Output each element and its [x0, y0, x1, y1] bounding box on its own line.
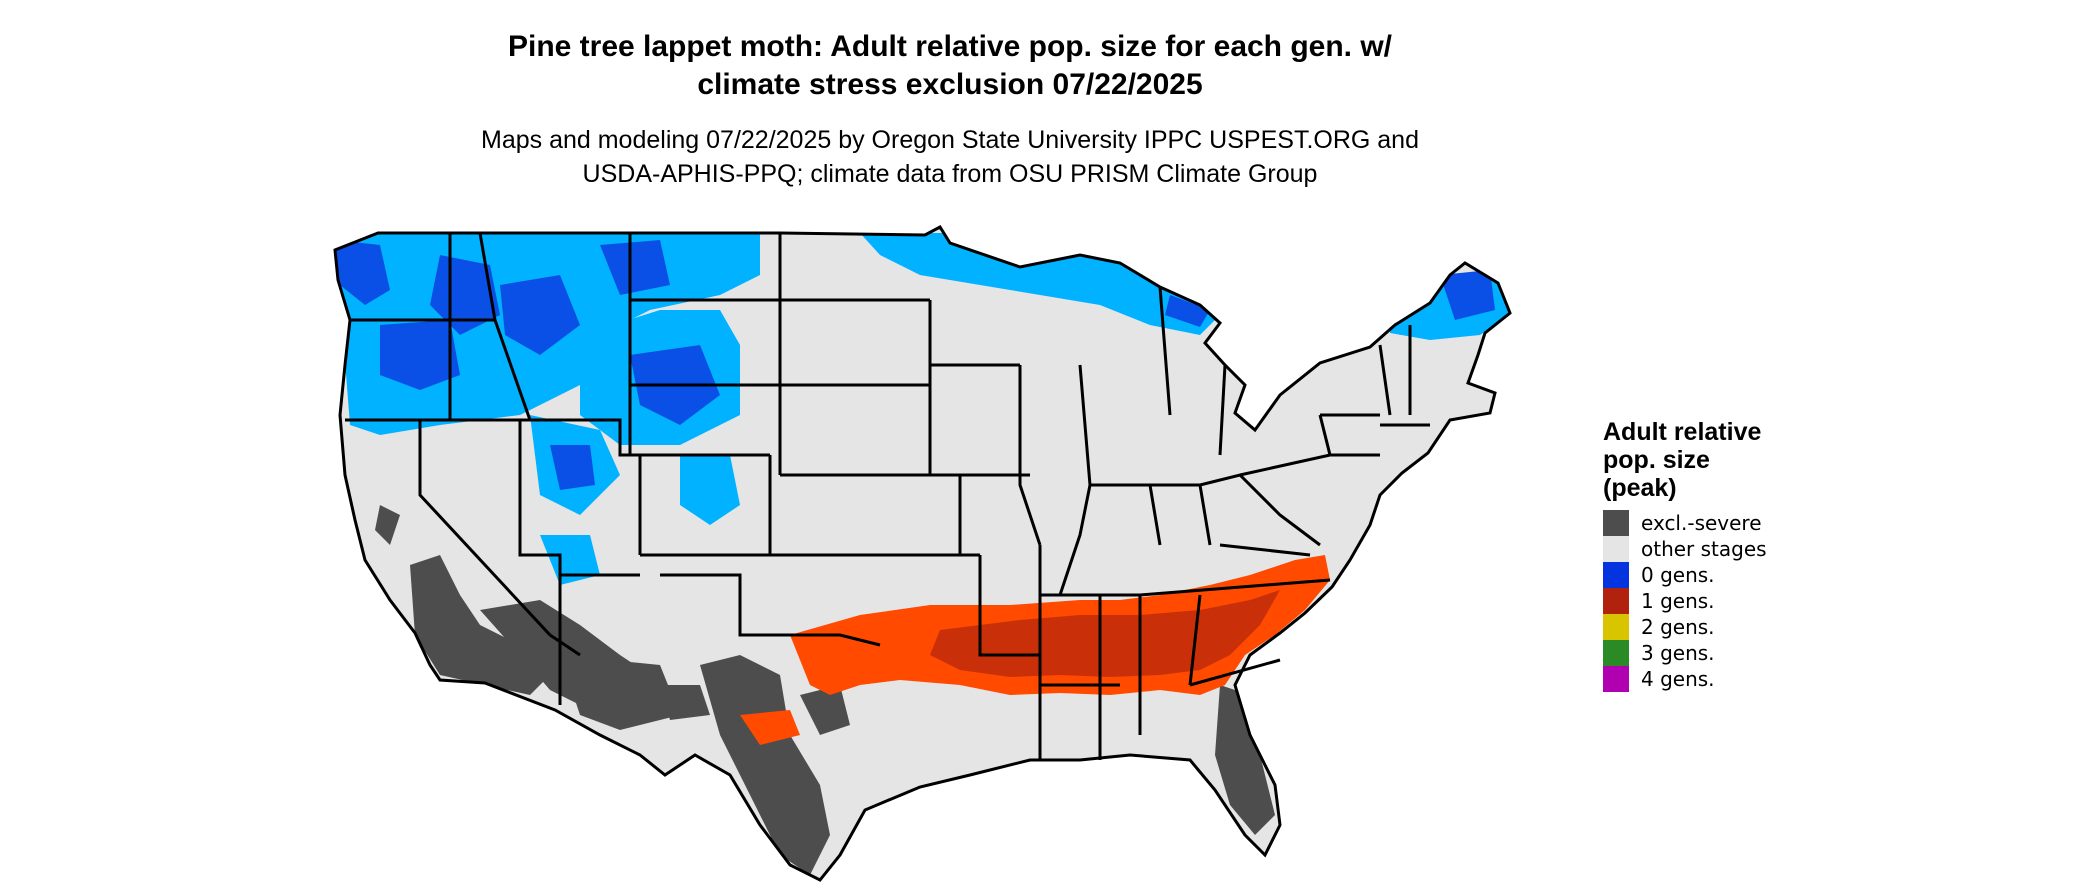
legend-title-line-2: pop. size [1603, 446, 1710, 474]
legend-swatch [1603, 562, 1629, 588]
legend-label: 2 gens. [1641, 615, 1715, 639]
legend-label: 1 gens. [1641, 589, 1715, 613]
legend-label: 0 gens. [1641, 563, 1715, 587]
legend-label: other stages [1641, 537, 1767, 561]
legend-item: 2 gens. [1603, 614, 1803, 640]
legend-item: 3 gens. [1603, 640, 1803, 666]
legend-swatch [1603, 536, 1629, 562]
state-borders [333, 225, 1512, 882]
zone-zero-gens-dark [335, 240, 1495, 490]
legend-label: 3 gens. [1641, 641, 1715, 665]
legend-item: 4 gens. [1603, 666, 1803, 692]
zone-excl-severe [375, 505, 1275, 875]
legend-title-line-1: Adult relative [1603, 418, 1762, 446]
legend-label: excl.-severe [1641, 511, 1762, 535]
legend-title-line-3: (peak) [1603, 474, 1677, 502]
legend-swatch [1603, 614, 1629, 640]
map-legend: Adult relative pop. size (peak) excl.-se… [1603, 418, 1803, 692]
map-title-line-2: climate stress exclusion 07/22/2025 [697, 68, 1203, 101]
legend-item: excl.-severe [1603, 510, 1803, 536]
legend-item: other stages [1603, 536, 1803, 562]
legend-swatch [1603, 666, 1629, 692]
map-subtitle-line-1: Maps and modeling 07/22/2025 by Oregon S… [481, 126, 1419, 154]
legend-swatch [1603, 640, 1629, 666]
legend-item: 1 gens. [1603, 588, 1803, 614]
us-map [333, 225, 1512, 882]
map-subtitle-line-2: USDA-APHIS-PPQ; climate data from OSU PR… [582, 160, 1318, 188]
legend-swatch [1603, 588, 1629, 614]
map-title-line-1: Pine tree lappet moth: Adult relative po… [507, 30, 1393, 63]
legend-item: 0 gens. [1603, 562, 1803, 588]
legend-swatch [1603, 510, 1629, 536]
legend-label: 4 gens. [1641, 667, 1715, 691]
